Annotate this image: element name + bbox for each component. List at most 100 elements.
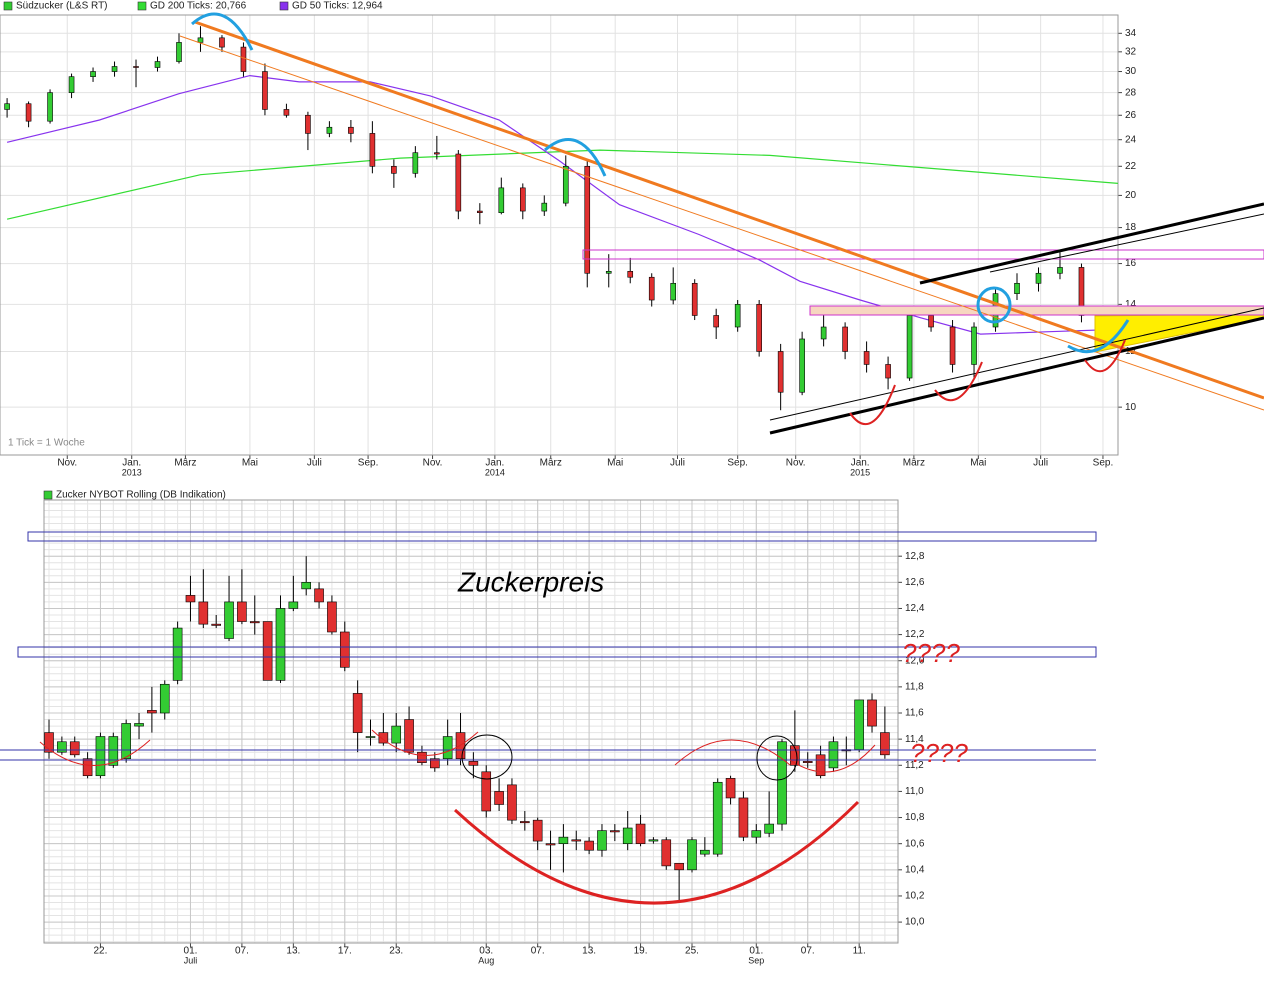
y-tick-label: 30	[1125, 66, 1137, 77]
candle-body	[584, 165, 591, 274]
bottom-chart: 10,0 10,2 10,4 10,6 10,8 11,0 11,2 11,4 11,6 11,8…	[43, 490, 925, 965]
y-tick-label: 11,0	[905, 786, 924, 797]
candle-body	[305, 114, 311, 134]
x-tick-label: Mai	[607, 458, 623, 469]
y-tick-label: 12,8	[905, 551, 925, 562]
arc	[674, 739, 791, 766]
x-tick-label: Juli	[670, 458, 685, 469]
candle-body	[558, 836, 569, 844]
candle-body	[442, 736, 453, 760]
candle-body	[1035, 272, 1042, 284]
trend-line	[989, 213, 1264, 273]
candle-body	[477, 210, 483, 213]
candle-body	[481, 771, 492, 812]
plot-frame	[0, 14, 1119, 456]
x-tick-sublabel: Sep	[748, 955, 764, 965]
legend-swatch	[3, 1, 13, 11]
arc	[371, 729, 479, 756]
legend-swatch	[279, 1, 289, 11]
candle-body	[82, 758, 93, 777]
candle-body	[885, 364, 891, 379]
candle-body	[352, 693, 363, 733]
bowl-curve	[453, 800, 860, 905]
y-tick-label: 16	[1125, 258, 1137, 269]
candle-body	[121, 723, 131, 760]
candle-body	[391, 725, 402, 744]
candle-body	[738, 797, 749, 838]
candle-body	[365, 736, 376, 738]
y-tick-label: 18	[1125, 222, 1137, 233]
y-tick-label: 10,2	[905, 891, 925, 902]
candle-body	[627, 271, 634, 278]
plot-frame	[43, 499, 899, 944]
legend-label: Zucker NYBOT Rolling (DB Indikation)	[56, 490, 226, 501]
candle-body	[275, 608, 286, 681]
candle-body	[95, 736, 106, 777]
candle-body	[47, 92, 53, 122]
x-tick-sublabel: Aug	[478, 955, 494, 965]
candle-body	[283, 109, 290, 116]
level-box	[17, 646, 1097, 658]
candle-body	[224, 601, 234, 639]
candle-body	[147, 710, 157, 714]
candle-body	[4, 103, 10, 110]
x-tick-label: Jan.	[122, 458, 141, 469]
candle-body	[44, 732, 54, 753]
y-tick-label: 10,6	[905, 838, 925, 849]
y-tick-label: 32	[1125, 46, 1137, 57]
candle-body	[880, 732, 890, 756]
resistance-box	[582, 249, 1264, 260]
y-tick-label: 12,4	[905, 603, 925, 614]
candle-body	[648, 839, 659, 842]
candle-body	[802, 761, 813, 763]
candle-body	[172, 627, 183, 681]
candle-body	[176, 42, 182, 62]
candle-body	[348, 126, 354, 134]
y-tick-label: 12,0	[905, 655, 925, 666]
candle-body	[906, 315, 913, 379]
candle-body	[69, 741, 80, 756]
candle-body	[949, 326, 956, 365]
top-annotations	[179, 12, 1264, 435]
legend-swatch	[43, 490, 53, 500]
y-tick-label: 20	[1125, 190, 1137, 201]
candle-body	[326, 126, 333, 134]
candle-body	[108, 736, 119, 766]
candle-body	[971, 326, 977, 365]
legend-label: Südzucker (L&S RT)	[16, 1, 108, 12]
candle-body	[197, 37, 204, 43]
candle-body	[154, 61, 161, 68]
arc	[1084, 339, 1126, 373]
x-tick-label: Sep.	[727, 458, 748, 469]
x-tick-label: 17.	[338, 946, 352, 957]
circle	[461, 734, 513, 780]
candle-body	[545, 843, 556, 846]
candle-body	[391, 165, 397, 174]
candle-body	[734, 304, 741, 328]
candle-body	[134, 723, 144, 727]
y-tick-label: 34	[1125, 28, 1137, 39]
y-tick-label: 12,6	[905, 577, 925, 588]
candle-body	[764, 823, 774, 834]
candle-body	[867, 699, 877, 727]
candle-body	[412, 152, 419, 174]
candle-body	[434, 152, 440, 155]
y-tick-label: 10,8	[905, 812, 925, 823]
x-tick-label: Juli	[307, 458, 322, 469]
candle-body	[240, 46, 247, 72]
yellow-zone	[1094, 313, 1264, 353]
candle-body	[237, 601, 247, 622]
x-tick-label: 22.	[94, 946, 108, 957]
y-tick-label: 11,6	[905, 708, 924, 719]
candle-body	[262, 71, 268, 110]
x-tick-label: 07.	[235, 946, 249, 957]
trend-line	[919, 202, 1264, 285]
candle-body	[584, 840, 594, 851]
y-tick-label: 22	[1125, 161, 1137, 172]
y-tick-label: 10,4	[905, 864, 925, 875]
x-tick-label: Mai	[242, 458, 258, 469]
level-box	[27, 531, 1097, 542]
candle-body	[571, 839, 582, 842]
x-tick-label: 07.	[801, 946, 815, 957]
candle-body	[597, 830, 607, 851]
